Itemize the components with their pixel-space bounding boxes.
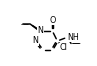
Text: O: O	[49, 16, 55, 25]
Text: Cl: Cl	[59, 43, 67, 52]
Text: N: N	[38, 26, 43, 35]
Text: N: N	[33, 36, 38, 45]
Text: —: —	[21, 20, 29, 29]
Text: NH: NH	[67, 33, 79, 42]
Text: —: —	[22, 20, 30, 29]
Text: —: —	[21, 19, 30, 28]
Text: —: —	[72, 39, 80, 48]
Text: —: —	[72, 40, 80, 49]
